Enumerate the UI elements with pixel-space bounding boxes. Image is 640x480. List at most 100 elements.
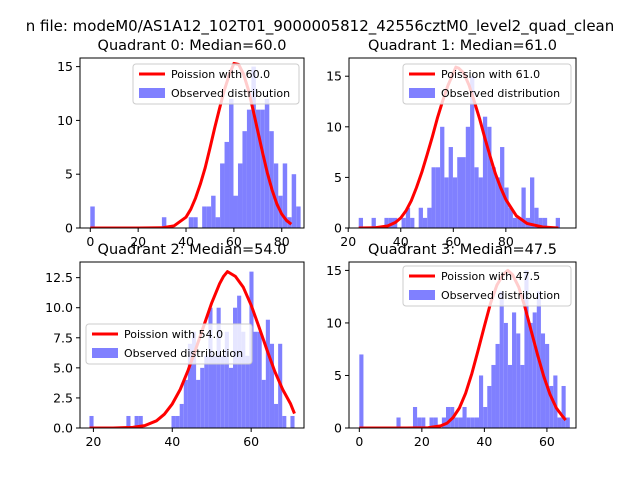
panel-title: Quadrant 3: Median=47.5 <box>368 242 557 258</box>
x-tick-label: 80 <box>498 234 514 249</box>
histogram-bar <box>474 417 480 428</box>
histogram-bar <box>175 415 180 428</box>
histogram-bar <box>462 406 467 428</box>
quadrant-0-panel: 0 20 40 60 80 0 5 10 15 Quadrant 0: Median=60.0 Po… <box>57 38 314 249</box>
histogram-bar <box>138 415 143 428</box>
histogram-bar <box>412 406 418 428</box>
histogram-bar <box>512 312 517 428</box>
histogram-bar <box>457 157 462 228</box>
y-tick-label: 5 <box>334 170 342 185</box>
legend-bar-swatch <box>92 348 118 358</box>
x-tick-label: 40 <box>178 234 194 249</box>
histogram-bar <box>183 379 188 428</box>
histogram-bar <box>212 355 217 428</box>
x-tick-label: 40 <box>164 434 180 449</box>
legend: Poission with 47.5 Observed distribution <box>402 265 572 307</box>
legend-entry-poisson: Poission with 61.0 <box>441 68 540 81</box>
histogram-bar <box>89 415 94 428</box>
histogram-bar <box>466 417 471 428</box>
histogram-bars <box>358 76 560 228</box>
histogram-bar <box>421 417 426 428</box>
axes-frame <box>79 57 305 229</box>
histogram-bar <box>204 355 209 428</box>
histogram-bar <box>257 331 262 428</box>
histogram-bar <box>208 307 213 428</box>
histogram-bar <box>216 307 221 428</box>
histogram-bar <box>233 307 238 428</box>
histogram-bar <box>534 207 539 228</box>
histogram-bar <box>265 319 270 428</box>
histogram-bar <box>220 163 225 228</box>
histogram-bar <box>474 167 479 228</box>
y-tick-label: 12.5 <box>45 270 73 285</box>
legend-bar-swatch <box>139 88 165 98</box>
histogram-bar <box>512 217 518 228</box>
histogram-bar <box>461 157 466 228</box>
histogram-bar <box>444 177 449 228</box>
histogram-bar <box>487 126 492 228</box>
histogram-bar <box>384 217 389 228</box>
histogram-bar <box>202 206 207 228</box>
x-tick-label: 60 <box>226 234 242 249</box>
histogram-bar <box>422 217 428 228</box>
histogram-bar <box>310 217 314 228</box>
histogram-bar <box>479 375 484 428</box>
x-tick-label: 60 <box>243 434 259 449</box>
legend: Poission with 61.0 Observed distribution <box>402 63 572 105</box>
y-tick-label: 10.0 <box>45 300 73 315</box>
legend-bar-swatch <box>409 88 435 98</box>
histogram-bar <box>448 147 453 228</box>
histogram-bar <box>491 167 496 228</box>
histogram-bar <box>134 415 139 428</box>
histogram-bar <box>555 217 560 228</box>
figure-suptitle: n file: modeM0/AS1A12_102T01_9000005812_… <box>25 17 615 35</box>
histogram-bar <box>503 322 508 428</box>
histogram-bar <box>179 403 184 428</box>
histogram-bar <box>396 417 401 428</box>
histogram-bar <box>441 417 446 428</box>
panel-title: Quadrant 2: Median=54.0 <box>98 242 287 258</box>
histogram-bar <box>371 217 376 228</box>
histogram-bar <box>188 217 194 228</box>
histogram-bar <box>405 207 411 228</box>
histogram-bar <box>305 217 309 228</box>
y-tick-label: 5 <box>334 368 342 383</box>
histogram-bar <box>269 131 274 228</box>
histogram-bar <box>542 217 548 228</box>
histogram-bar <box>126 415 131 428</box>
histogram-bar <box>458 417 463 428</box>
quadrant-3-panel: 0 20 40 60 0 5 10 15 Quadrant 3: Median=47.5 Pois… <box>326 242 577 449</box>
histogram-bar <box>418 207 423 228</box>
legend-box <box>402 265 572 307</box>
histogram-bar <box>282 163 288 228</box>
legend-box <box>85 323 253 365</box>
axes-frame <box>348 57 577 229</box>
histogram-bar <box>553 375 558 428</box>
x-tick-label: 40 <box>476 434 492 449</box>
poisson-curve <box>89 270 296 428</box>
panel-title: Quadrant 1: Median=61.0 <box>368 38 557 54</box>
y-tick-label: 0 <box>65 221 73 236</box>
histogram-bar <box>401 217 406 228</box>
histogram-bar <box>269 343 275 428</box>
histogram-bar <box>549 385 554 428</box>
histogram-bar <box>532 312 537 428</box>
histogram-bar <box>161 217 167 228</box>
histogram-bar <box>241 331 246 428</box>
histogram-bar <box>171 415 176 428</box>
histogram-bar <box>465 126 471 228</box>
histogram-bar <box>557 417 562 428</box>
histogram-bar <box>440 126 445 228</box>
histogram-bar <box>220 355 225 428</box>
histogram-bar <box>487 385 492 428</box>
histogram-bar <box>517 217 522 228</box>
histogram-bar <box>495 177 501 228</box>
y-tick-label: 10 <box>57 113 73 128</box>
histogram-bars <box>90 66 314 228</box>
histogram-bar <box>196 379 201 428</box>
x-tick-label: 0 <box>355 434 363 449</box>
y-tick-label: 0 <box>334 221 342 236</box>
histogram-bar <box>504 187 509 228</box>
histogram-bar <box>482 116 488 228</box>
histogram-bar <box>507 364 513 428</box>
